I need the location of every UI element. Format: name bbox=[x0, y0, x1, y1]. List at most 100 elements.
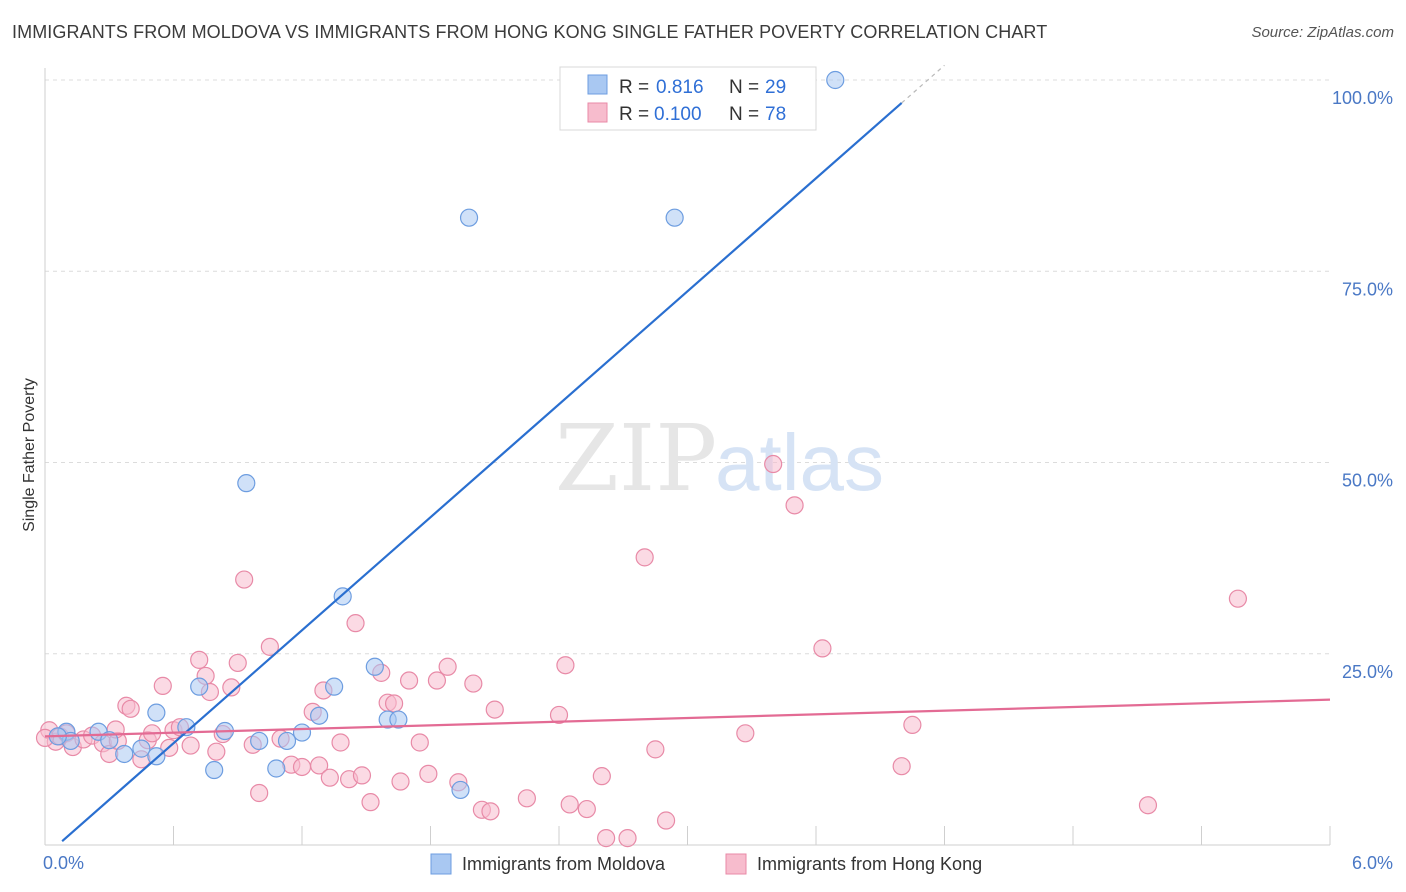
hong-kong-point-28 bbox=[235, 570, 254, 589]
moldova-point-25 bbox=[665, 208, 684, 227]
hong-kong-point-70 bbox=[764, 454, 783, 474]
hong-kong-point-39 bbox=[331, 733, 350, 752]
legend-n-value-hong-kong: 78 bbox=[765, 104, 786, 125]
hong-kong-point-69 bbox=[736, 724, 755, 743]
moldova-point-4 bbox=[115, 744, 134, 764]
hong-kong-point-51 bbox=[427, 671, 447, 690]
hong-kong-point-20 bbox=[181, 736, 200, 755]
bottom-legend-label-hong-kong: Immigrants from Hong Kong bbox=[757, 854, 982, 874]
hong-kong-point-59 bbox=[549, 705, 569, 725]
legend-swatch-moldova bbox=[587, 74, 608, 95]
moldova-point-13 bbox=[250, 731, 269, 751]
moldova-point-22 bbox=[389, 710, 408, 729]
x-tick-label-0: 0.0% bbox=[43, 853, 84, 873]
watermark-zip: ZIP bbox=[555, 405, 717, 512]
hong-kong-point-57 bbox=[485, 700, 504, 719]
hong-kong-point-49 bbox=[410, 733, 429, 752]
hong-kong-point-74 bbox=[903, 715, 922, 734]
hong-kong-point-16 bbox=[153, 676, 172, 695]
moldova-point-3 bbox=[100, 731, 119, 750]
hong-kong-point-56 bbox=[481, 802, 500, 821]
legend-n-label-hong-kong: N = bbox=[729, 104, 759, 125]
hong-kong-point-36 bbox=[310, 756, 329, 775]
y-tick-label-2: 75.0% bbox=[1342, 279, 1393, 299]
hong-kong-point-61 bbox=[560, 795, 579, 814]
hong-kong-point-42 bbox=[352, 766, 372, 785]
hong-kong-point-71 bbox=[785, 496, 804, 515]
moldova-trend-line bbox=[61, 102, 903, 843]
hong-kong-point-31 bbox=[260, 637, 279, 656]
hong-kong-point-27 bbox=[228, 653, 247, 673]
moldova-point-5 bbox=[132, 739, 151, 758]
moldova-point-23 bbox=[451, 780, 470, 800]
moldova-point-27 bbox=[826, 70, 845, 90]
hong-kong-point-34 bbox=[292, 757, 312, 777]
bottom-legend-label-moldova: Immigrants from Moldova bbox=[462, 854, 666, 874]
moldova-point-7 bbox=[147, 703, 166, 722]
hong-kong-point-41 bbox=[346, 614, 365, 633]
hong-kong-point-67 bbox=[646, 740, 665, 759]
moldova-point-17 bbox=[310, 706, 329, 725]
moldova-point-9 bbox=[190, 677, 209, 696]
hong-kong-point-38 bbox=[320, 768, 339, 787]
moldova-point-15 bbox=[277, 731, 297, 751]
hong-kong-point-65 bbox=[618, 829, 637, 848]
trend-lines bbox=[44, 64, 1331, 843]
hong-kong-point-58 bbox=[517, 789, 536, 808]
moldova-point-6 bbox=[147, 747, 166, 766]
legend-r-label-hong-kong: R = bbox=[619, 104, 649, 125]
hong-kong-point-76 bbox=[1228, 589, 1248, 608]
hong-kong-point-43 bbox=[361, 793, 380, 812]
source-credit: Source: ZipAtlas.com bbox=[1251, 24, 1394, 41]
hong-kong-point-62 bbox=[577, 799, 596, 819]
hong-kong-point-64 bbox=[597, 829, 616, 848]
moldova-point-16 bbox=[292, 723, 312, 742]
x-tick-label-1: 6.0% bbox=[1352, 853, 1393, 873]
legend-n-value-moldova: 29 bbox=[765, 77, 786, 98]
hong-kong-point-30 bbox=[250, 783, 269, 803]
legend-swatch-hong-kong bbox=[587, 102, 608, 123]
legend-r-label-moldova: R = bbox=[619, 77, 649, 98]
y-tick-label-0: 25.0% bbox=[1342, 662, 1393, 682]
bottom-legend: Immigrants from Moldova Immigrants from … bbox=[430, 853, 982, 875]
legend-n-label-moldova: N = bbox=[729, 77, 759, 98]
axes bbox=[44, 68, 1331, 846]
hong-kong-point-73 bbox=[892, 757, 911, 776]
y-tick-label-1: 50.0% bbox=[1342, 471, 1393, 491]
hong-kong-point-75 bbox=[1138, 796, 1158, 815]
hong-kong-point-48 bbox=[399, 671, 419, 690]
moldova-point-20 bbox=[365, 657, 384, 676]
hong-kong-point-26 bbox=[222, 678, 241, 697]
hong-kong-point-12 bbox=[121, 699, 140, 718]
hong-kong-point-68 bbox=[656, 811, 676, 830]
gridlines bbox=[45, 79, 1330, 655]
hong-kong-point-66 bbox=[635, 548, 654, 567]
moldova-point-12 bbox=[237, 474, 256, 493]
hong-kong-trend-line bbox=[44, 698, 1331, 738]
hong-kong-point-54 bbox=[464, 674, 483, 693]
hong-kong-point-63 bbox=[592, 767, 611, 786]
bottom-legend-swatch-moldova bbox=[430, 853, 452, 875]
watermark-atlas: atlas bbox=[715, 418, 884, 507]
hong-kong-point-52 bbox=[438, 657, 457, 676]
hong-kong-point-72 bbox=[813, 639, 832, 658]
legend-box: R = 0.816 N = 29 R = 0.100 N = 78 bbox=[559, 66, 817, 131]
tick-labels: 25.0% 50.0% 75.0% 100.0% 0.0% 6.0% bbox=[43, 88, 1393, 873]
hong-kong-point-47 bbox=[391, 772, 410, 791]
moldova-point-14 bbox=[267, 759, 286, 778]
hong-kong-point-21 bbox=[190, 650, 209, 669]
legend-r-value-moldova: 0.816 bbox=[656, 77, 704, 98]
hong-kong-point-50 bbox=[419, 764, 438, 783]
hong-kong-point-60 bbox=[556, 656, 575, 675]
moldova-point-18 bbox=[325, 677, 344, 696]
y-axis-label: Single Father Poverty bbox=[21, 378, 38, 532]
moldova-point-10 bbox=[205, 760, 224, 780]
bottom-legend-swatch-hong-kong bbox=[725, 853, 747, 875]
watermark: ZIP atlas bbox=[555, 405, 884, 512]
hong-kong-point-24 bbox=[207, 742, 226, 761]
chart-title: IMMIGRANTS FROM MOLDOVA VS IMMIGRANTS FR… bbox=[12, 22, 1048, 42]
hong-kong-point-46 bbox=[384, 694, 404, 713]
y-tick-label-3: 100.0% bbox=[1332, 88, 1393, 108]
moldova-trend-extension bbox=[901, 64, 945, 104]
